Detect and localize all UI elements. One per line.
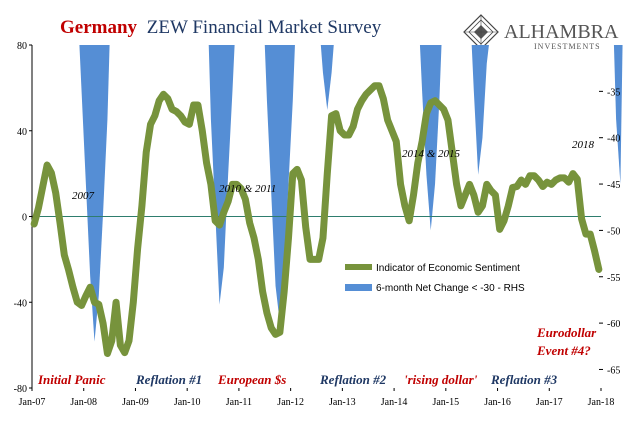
rhs-episode xyxy=(320,45,334,110)
x-tick-label: Jan-13 xyxy=(329,397,356,408)
logo-sub: INVESTMENTS xyxy=(534,42,601,51)
rhs-series xyxy=(79,45,623,342)
annotation-2018: 2018 xyxy=(572,139,595,151)
sentiment-series xyxy=(30,82,603,357)
era-european-dollars: European $s xyxy=(217,372,286,387)
right-tick-label: -60 xyxy=(607,319,620,330)
alhambra-logo: ALHAMBRA INVESTMENTS xyxy=(463,14,619,51)
legend-swatch-rhs xyxy=(345,284,372,291)
right-tick-label: -50 xyxy=(607,226,620,237)
x-axis-ticks: Jan-07 Jan-08 Jan-09 Jan-10 Jan-11 Jan-12 Jan-… xyxy=(19,388,615,408)
left-tick-label: 0 xyxy=(22,213,27,224)
rhs-episode xyxy=(613,45,623,185)
x-tick-label: Jan-14 xyxy=(381,397,408,408)
x-tick-label: Jan-08 xyxy=(70,397,97,408)
chart-title: Germany ZEW Financial Market Survey xyxy=(60,17,382,38)
left-tick-label: -40 xyxy=(14,298,27,309)
legend: Indicator of Economic Sentiment 6-month … xyxy=(345,263,525,294)
right-tick-label: -45 xyxy=(607,180,620,191)
era-reflation-2: Reflation #2 xyxy=(319,372,387,387)
left-axis-ticks: 80 40 0 -40 -80 xyxy=(14,41,32,395)
legend-label-sentiment: Indicator of Economic Sentiment xyxy=(376,263,520,274)
left-tick-label: 40 xyxy=(17,127,27,138)
annotation-2014-2015: 2014 & 2015 xyxy=(402,148,461,160)
legend-label-rhs: 6-month Net Change < -30 - RHS xyxy=(376,283,525,294)
x-tick-label: Jan-07 xyxy=(19,397,46,408)
era-reflation-1: Reflation #1 xyxy=(135,372,202,387)
x-tick-label: Jan-11 xyxy=(226,397,252,408)
era-eurodollar-line2: Event #4? xyxy=(536,343,591,358)
left-tick-label: 80 xyxy=(17,41,27,52)
x-tick-label: Jan-12 xyxy=(277,397,304,408)
rhs-episode xyxy=(471,45,489,175)
annotation-2007: 2007 xyxy=(72,190,95,202)
rhs-episode xyxy=(264,45,295,324)
rhs-episode xyxy=(79,45,110,342)
right-tick-label: -55 xyxy=(607,273,620,284)
x-tick-label: Jan-15 xyxy=(432,397,459,408)
x-tick-label: Jan-18 xyxy=(588,397,615,408)
x-tick-label: Jan-17 xyxy=(536,397,563,408)
right-tick-label: -65 xyxy=(607,365,620,376)
era-reflation-3: Reflation #3 xyxy=(490,372,558,387)
right-tick-label: -35 xyxy=(607,87,620,98)
logo-name: ALHAMBRA xyxy=(504,21,619,43)
era-rising-dollar: 'rising dollar' xyxy=(404,372,478,387)
diamond-logo-icon xyxy=(463,14,499,50)
left-tick-label: -80 xyxy=(14,384,27,395)
right-tick-label: -40 xyxy=(607,134,620,145)
era-eurodollar-line1: Eurodollar xyxy=(536,325,597,340)
x-tick-label: Jan-16 xyxy=(484,397,511,408)
annotation-2010-2011: 2010 & 2011 xyxy=(219,183,276,195)
title-blue: ZEW Financial Market Survey xyxy=(147,17,382,38)
x-tick-label: Jan-09 xyxy=(122,397,149,408)
rhs-episode xyxy=(419,45,442,231)
rhs-episode xyxy=(208,45,235,305)
sentiment-line xyxy=(30,82,603,357)
x-tick-label: Jan-10 xyxy=(174,397,201,408)
era-initial-panic: Initial Panic xyxy=(37,372,106,387)
title-red: Germany xyxy=(60,17,138,38)
right-axis-ticks: -35 -40 -45 -50 -55 -60 -65 xyxy=(599,87,620,376)
